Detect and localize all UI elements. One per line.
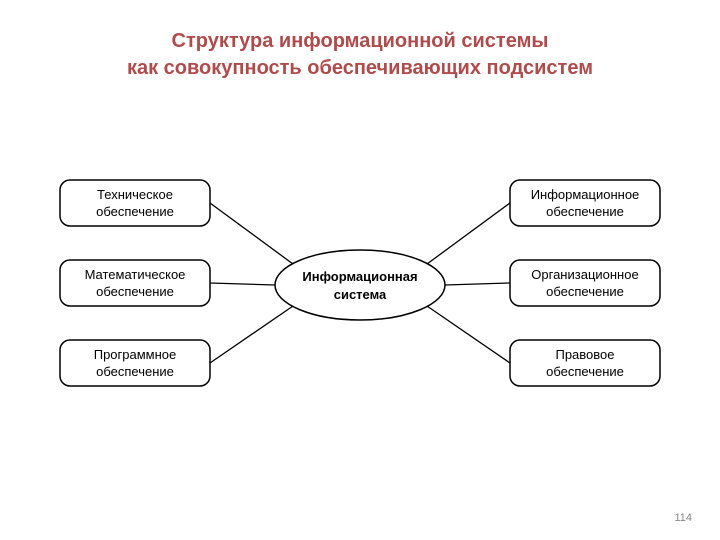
node-info: Информационное обеспечение — [510, 180, 660, 226]
node-prog: Программное обеспечение — [60, 340, 210, 386]
title-line1: Структура информационной системы — [0, 28, 720, 55]
edge-tech — [210, 203, 293, 264]
node-prog-l1: Программное — [94, 347, 177, 362]
node-info-l1: Информационное — [531, 187, 640, 202]
node-math: Математическое обеспечение — [60, 260, 210, 306]
center-label-l2: система — [334, 287, 387, 302]
node-law-l1: Правовое — [555, 347, 614, 362]
title-line2: как совокупность обеспечивающих подсисте… — [0, 55, 720, 82]
node-org: Организационное обеспечение — [510, 260, 660, 306]
center-ellipse — [275, 250, 445, 320]
center-label-l1: Информационная — [302, 269, 417, 284]
node-org-l2: обеспечение — [546, 284, 624, 299]
edge-prog — [210, 306, 293, 363]
structure-diagram: Информационная система Техническое обесп… — [55, 150, 665, 460]
center-node: Информационная система — [275, 250, 445, 320]
node-tech-l1: Техническое — [97, 187, 173, 202]
edge-math — [210, 283, 275, 285]
node-tech: Техническое обеспечение — [60, 180, 210, 226]
edge-law — [427, 306, 510, 363]
page-title: Структура информационной системы как сов… — [0, 28, 720, 82]
node-math-l1: Математическое — [85, 267, 186, 282]
node-law-l2: обеспечение — [546, 364, 624, 379]
node-info-l2: обеспечение — [546, 204, 624, 219]
node-law: Правовое обеспечение — [510, 340, 660, 386]
node-math-l2: обеспечение — [96, 284, 174, 299]
edge-info — [427, 203, 510, 264]
node-tech-l2: обеспечение — [96, 204, 174, 219]
node-prog-l2: обеспечение — [96, 364, 174, 379]
page-number: 114 — [674, 512, 692, 524]
node-org-l1: Организационное — [531, 267, 638, 282]
edge-org — [445, 283, 510, 285]
